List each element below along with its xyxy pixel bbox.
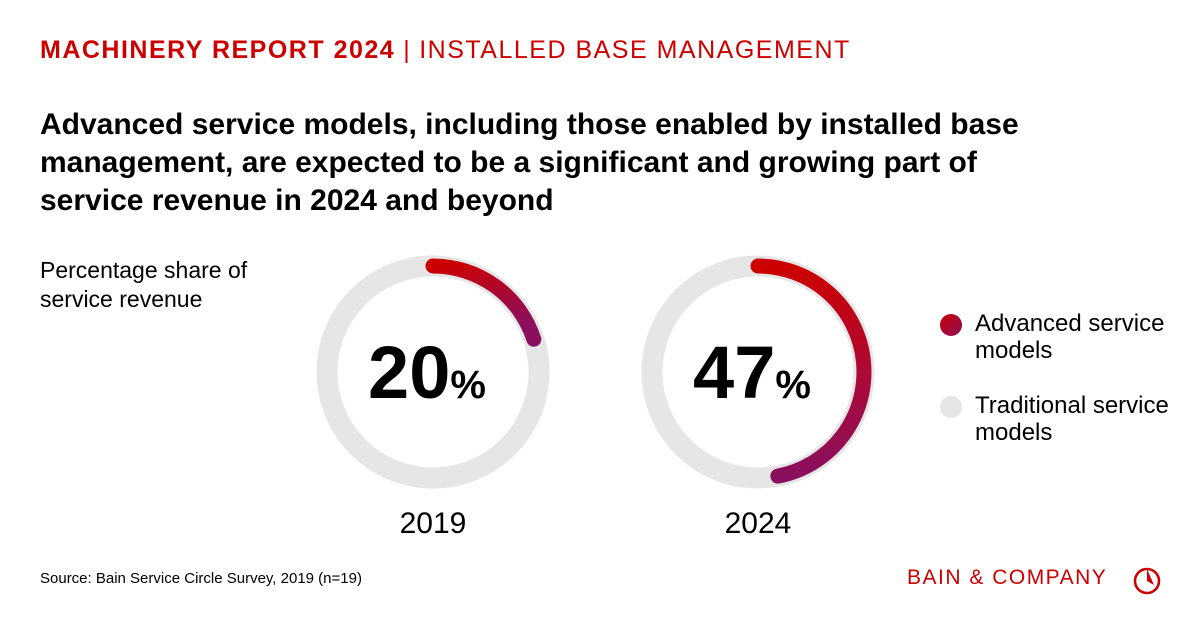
- donut-arc-2019: [425, 258, 542, 347]
- legend-swatch-advanced: [940, 314, 962, 336]
- chart-subtitle: Percentage share of service revenue: [40, 257, 248, 312]
- chart-title: Advanced service models, including those…: [40, 108, 1019, 217]
- donut-year-label: 2019: [400, 507, 467, 540]
- bain-logo-icon: [1133, 567, 1161, 595]
- report-header: MACHINERY REPORT 2024 | INSTALLED BASE MAN…: [40, 36, 851, 65]
- header-separator: |: [403, 36, 412, 64]
- report-section: INSTALLED BASE MANAGEMENT: [419, 36, 851, 64]
- source-note: Source: Bain Service Circle Survey, 2019…: [40, 570, 362, 587]
- legend-item-traditional: Traditional service models: [940, 392, 1200, 446]
- donut-value-label: 20%: [368, 331, 486, 414]
- company-logo-text: BAIN & COMPANY: [907, 566, 1108, 589]
- donut-value-label: 47%: [693, 331, 811, 414]
- legend-label: Traditional service models: [975, 392, 1169, 446]
- report-name: MACHINERY REPORT 2024: [40, 36, 396, 64]
- donut-year-label: 2024: [725, 507, 792, 540]
- legend-label: Advanced service models: [975, 310, 1165, 364]
- legend: Advanced service models Traditional serv…: [940, 310, 1200, 474]
- legend-item-advanced: Advanced service models: [940, 310, 1200, 364]
- donut-arc-2024: [750, 258, 872, 484]
- legend-swatch-traditional: [940, 396, 962, 418]
